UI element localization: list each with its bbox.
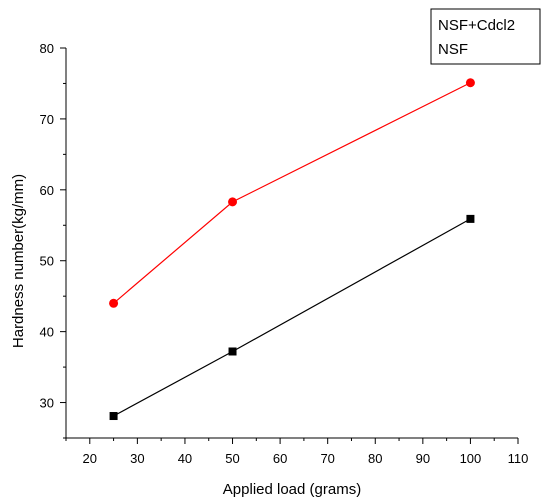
axes xyxy=(65,48,518,439)
series-line xyxy=(113,218,471,417)
x-tick-label: 100 xyxy=(460,451,482,466)
data-point xyxy=(109,298,119,308)
y-tick-label: 80 xyxy=(40,41,54,56)
y-tick-label: 60 xyxy=(40,183,54,198)
x-tick-label: 90 xyxy=(416,451,430,466)
data-point xyxy=(228,347,237,356)
x-tick-label: 20 xyxy=(83,451,97,466)
series-layer xyxy=(109,78,475,421)
data-point xyxy=(465,78,475,88)
y-tick-label: 40 xyxy=(40,325,54,340)
x-axis-title: Applied load (grams) xyxy=(223,481,361,498)
series-nsf xyxy=(109,214,475,421)
series-line xyxy=(113,82,471,304)
data-point xyxy=(109,412,118,421)
y-tick-label: 50 xyxy=(40,254,54,269)
legend: NSF+Cdcl2 NSF xyxy=(430,8,541,65)
x-tick-label: 30 xyxy=(130,451,144,466)
y-axis-title: Hardness number(kg/mm) xyxy=(10,174,27,348)
x-tick-label: 110 xyxy=(508,451,529,466)
legend-label-nsf: NSF xyxy=(438,41,468,58)
legend-box xyxy=(430,8,541,65)
data-point xyxy=(228,197,238,207)
y-tick-label: 70 xyxy=(40,112,54,127)
legend-label-nsf-cdcl2: NSF+Cdcl2 xyxy=(438,17,515,34)
x-tick-label: 60 xyxy=(273,451,287,466)
data-point xyxy=(466,214,475,223)
ticks: 20 30 40 50 60 70 80 90 100 110 30 40 50 60 70 80 xyxy=(40,41,529,466)
y-tick-label: 30 xyxy=(40,396,54,411)
x-tick-label: 80 xyxy=(368,451,382,466)
x-tick-label: 40 xyxy=(178,451,192,466)
x-tick-label: 70 xyxy=(320,451,334,466)
x-tick-label: 50 xyxy=(225,451,239,466)
series-nsf-cdcl2 xyxy=(109,78,475,308)
